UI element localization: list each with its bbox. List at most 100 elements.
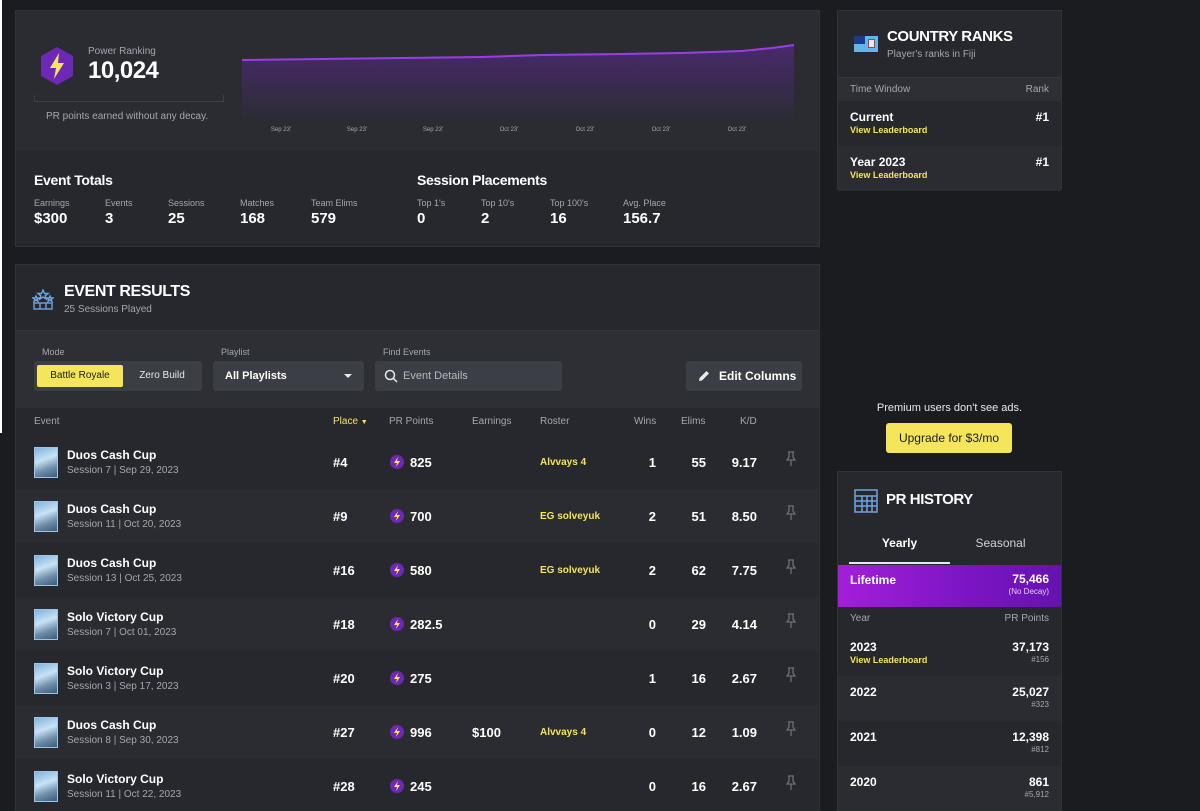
event-results-title: EVENT RESULTS [64, 283, 191, 300]
col-elims[interactable]: Elims [681, 416, 706, 427]
wins-value: 2 [648, 509, 656, 524]
pin-icon[interactable] [785, 505, 797, 521]
event-meta: Session 7 | Sep 29, 2023 [67, 465, 179, 476]
col-kd[interactable]: K/D [740, 416, 757, 427]
mode-zero-build-button[interactable]: Zero Build [139, 370, 185, 381]
pin-icon[interactable] [785, 775, 797, 791]
event-meta: Session 3 | Sep 17, 2023 [67, 681, 179, 692]
col-place[interactable]: Place ▼ [333, 416, 368, 427]
wins-value: 0 [648, 725, 656, 740]
chevron-down-icon [344, 374, 352, 378]
table-row[interactable]: Duos Cash Cup Session 11 | Oct 20, 2023 #9… [16, 489, 819, 543]
find-events-label: Find Events [383, 347, 431, 357]
pin-icon[interactable] [785, 613, 797, 629]
filters-bar: Mode Battle Royale Zero Build Playlist A… [16, 330, 819, 408]
event-meta: Session 13 | Oct 25, 2023 [67, 573, 182, 584]
event-thumbnail [34, 663, 58, 694]
event-thumbnail [34, 501, 58, 532]
event-name[interactable]: Solo Victory Cup [67, 610, 164, 624]
wins-value: 0 [648, 779, 656, 794]
mode-battle-royale-button[interactable]: Battle Royale [37, 365, 123, 387]
trophy-stars-icon [32, 289, 54, 310]
power-ranking-label: Power Ranking [88, 46, 156, 57]
kd-value: 4.14 [731, 617, 757, 632]
event-name[interactable]: Duos Cash Cup [67, 718, 157, 732]
view-leaderboard-link[interactable]: View Leaderboard [850, 170, 928, 180]
search-icon [384, 369, 398, 383]
view-leaderboard-link[interactable]: View Leaderboard [850, 655, 928, 665]
table-row[interactable]: Solo Victory Cup Session 7 | Oct 01, 2023… [16, 597, 819, 651]
roster-link[interactable]: Alvvays 4 [540, 457, 587, 468]
pr-points-value: 275 [410, 671, 432, 686]
country-rank-window: Year 2023 [850, 155, 906, 169]
power-ranking-note: PR points earned without any decay. [46, 111, 209, 122]
col-earnings[interactable]: Earnings [472, 416, 512, 427]
event-name[interactable]: Duos Cash Cup [67, 556, 157, 570]
country-rank-window: Current [850, 110, 894, 124]
power-ranking-value: 10,024 [88, 57, 159, 84]
find-events-input[interactable] [403, 361, 553, 391]
sort-desc-icon: ▼ [360, 419, 368, 426]
tab-yearly[interactable]: Yearly [849, 536, 950, 564]
power-ranking-header: Power Ranking 10,024 PR points earned wi… [16, 11, 819, 151]
event-thumbnail [34, 447, 58, 478]
pin-icon[interactable] [785, 721, 797, 737]
country-rank-row: Current View Leaderboard #1 [838, 101, 1061, 146]
place-value: #16 [333, 563, 355, 578]
col-wins[interactable]: Wins [634, 416, 657, 427]
upgrade-button[interactable]: Upgrade for $3/mo [886, 423, 1012, 453]
roster-link[interactable]: Alvvays 4 [540, 727, 587, 738]
kd-value: 9.17 [731, 455, 757, 470]
wins-value: 2 [648, 563, 656, 578]
pr-points-header: PR Points [1004, 613, 1049, 624]
pr-history-points: 37,173 [1012, 640, 1049, 654]
pr-points-value: 825 [410, 455, 432, 470]
pr-points-value: 282.5 [410, 617, 443, 632]
lightning-icon [390, 617, 404, 631]
col-pr-points[interactable]: PR Points [389, 416, 434, 427]
event-meta: Session 11 | Oct 20, 2023 [67, 519, 182, 530]
calendar-grid-icon [854, 489, 878, 513]
results-table-header: Event Place ▼ PR Points Earnings Roster … [16, 408, 819, 435]
table-row[interactable]: Solo Victory Cup Session 3 | Sep 17, 2023… [16, 651, 819, 705]
event-name[interactable]: Duos Cash Cup [67, 502, 157, 516]
table-row[interactable]: Duos Cash Cup Session 8 | Sep 30, 2023 #27… [16, 705, 819, 759]
lifetime-value: 75,466 [1012, 572, 1049, 586]
col-roster[interactable]: Roster [540, 416, 570, 427]
pr-trend-line [242, 44, 795, 61]
table-row[interactable]: Duos Cash Cup Session 7 | Sep 29, 2023 #4 8… [16, 435, 819, 489]
stat-top10: Top 10's 2 [481, 198, 515, 227]
table-row[interactable]: Solo Victory Cup Session 11 | Oct 22, 202… [16, 759, 819, 811]
stat-team-elims: Team Elims 579 [311, 198, 358, 227]
table-row[interactable]: Duos Cash Cup Session 13 | Oct 25, 2023 #1… [16, 543, 819, 597]
event-thumbnail [34, 771, 58, 802]
place-value: #20 [333, 671, 355, 686]
pin-icon[interactable] [785, 559, 797, 575]
edit-columns-button[interactable]: Edit Columns [686, 361, 802, 391]
event-name[interactable]: Solo Victory Cup [67, 664, 164, 678]
wins-value: 1 [648, 671, 656, 686]
stat-top1: Top 1's 0 [417, 198, 446, 227]
place-value: #28 [333, 779, 355, 794]
window-edge [0, 0, 2, 433]
pr-points-value: 580 [410, 563, 432, 578]
country-ranks-card: COUNTRY RANKS Player's ranks in Fiji Tim… [837, 10, 1062, 191]
stat-sessions: Sessions 25 [168, 198, 205, 227]
pin-icon[interactable] [785, 451, 797, 467]
chart-tick: Oct 23' [576, 127, 595, 133]
tab-seasonal[interactable]: Seasonal [975, 536, 1026, 550]
event-totals-title: Event Totals [34, 172, 113, 188]
event-name[interactable]: Solo Victory Cup [67, 772, 164, 786]
col-event[interactable]: Event [34, 416, 60, 427]
lightning-icon [390, 671, 404, 685]
playlist-select[interactable]: All Playlists [213, 361, 364, 391]
place-value: #4 [333, 455, 348, 470]
event-meta: Session 8 | Sep 30, 2023 [67, 735, 179, 746]
pr-history-points: 25,027 [1012, 685, 1049, 699]
roster-link[interactable]: EG solveyuk [540, 511, 601, 522]
playlist-label: Playlist [221, 347, 250, 357]
roster-link[interactable]: EG solveyuk [540, 565, 601, 576]
view-leaderboard-link[interactable]: View Leaderboard [850, 125, 928, 135]
event-name[interactable]: Duos Cash Cup [67, 448, 157, 462]
pin-icon[interactable] [785, 667, 797, 683]
